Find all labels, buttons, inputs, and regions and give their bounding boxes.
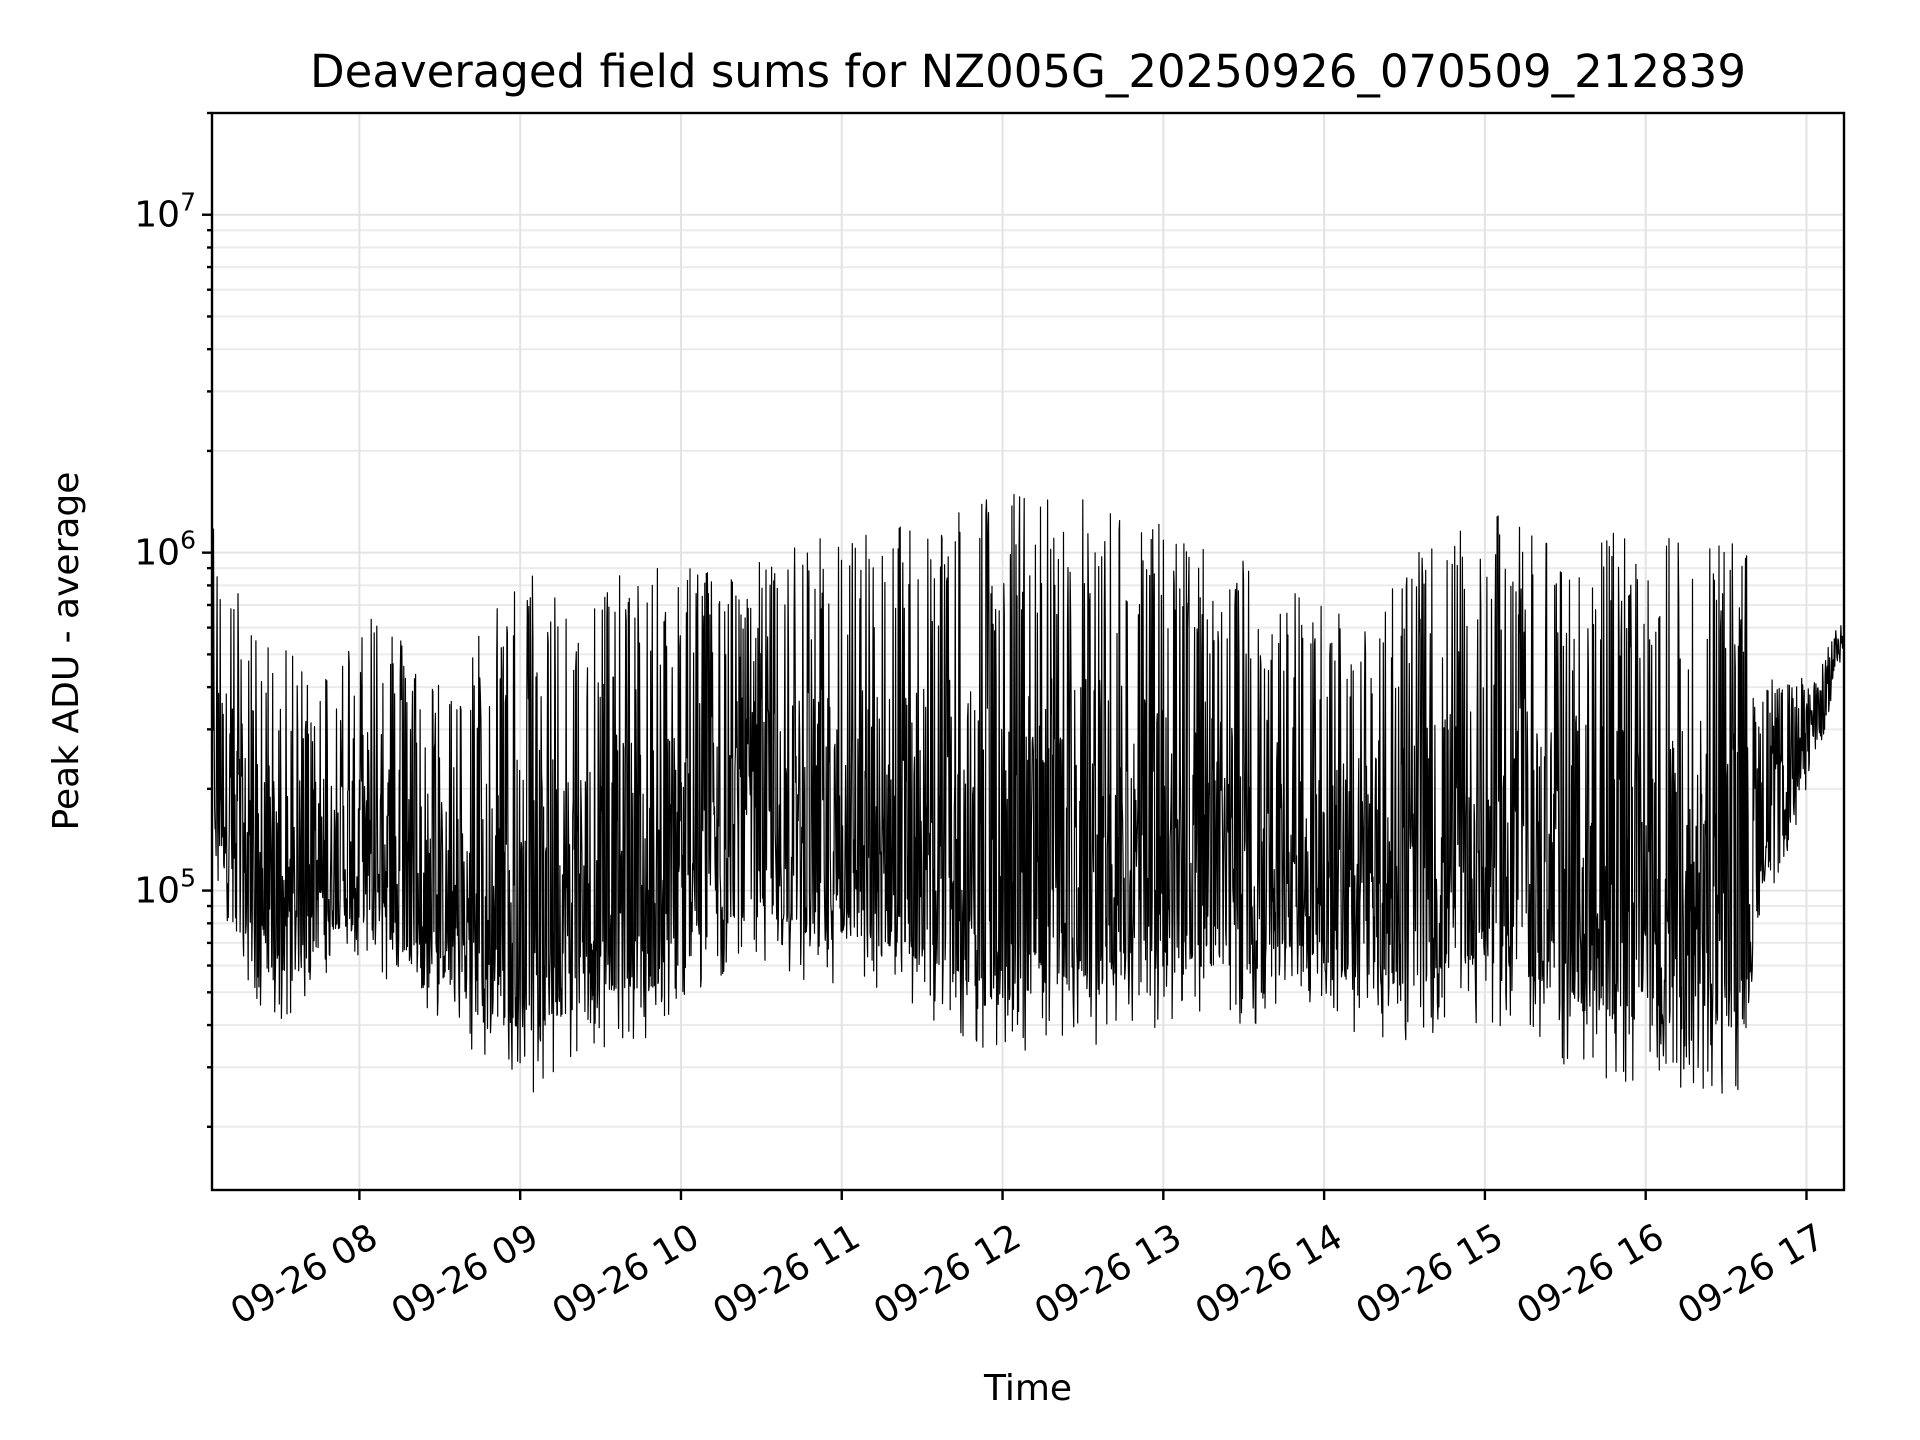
x-axis: 09-26 08 09-26 09 09-26 10 09-26 11 09-26 12… bbox=[224, 1190, 1832, 1333]
x-tick-label: 09-26 10 bbox=[546, 1216, 707, 1332]
chart-title: Deaveraged field sums for NZ005G_2025092… bbox=[310, 45, 1746, 98]
x-tick-label: 09-26 12 bbox=[867, 1216, 1028, 1332]
y-axis-label: Peak ADU - average bbox=[46, 472, 87, 831]
y-tick-label: 107 bbox=[134, 188, 196, 236]
x-tick-label: 09-26 09 bbox=[385, 1216, 546, 1332]
x-tick-label: 09-26 14 bbox=[1189, 1216, 1350, 1332]
x-tick-label: 09-26 17 bbox=[1671, 1216, 1832, 1332]
y-tick-label: 105 bbox=[134, 864, 196, 912]
x-tick-label: 09-26 13 bbox=[1028, 1216, 1189, 1332]
x-tick-label: 09-26 11 bbox=[706, 1216, 867, 1332]
x-tick-label: 09-26 15 bbox=[1350, 1216, 1511, 1332]
series-line bbox=[211, 494, 1845, 1094]
grid bbox=[212, 112, 1844, 1190]
x-axis-label: Time bbox=[983, 1368, 1072, 1409]
y-tick-label: 106 bbox=[134, 526, 196, 574]
plot-frame bbox=[210, 111, 1846, 1192]
x-tick-label: 09-26 08 bbox=[224, 1216, 385, 1332]
y-axis: 105 106 107 bbox=[134, 111, 212, 1128]
x-tick-label: 09-26 16 bbox=[1510, 1216, 1671, 1332]
